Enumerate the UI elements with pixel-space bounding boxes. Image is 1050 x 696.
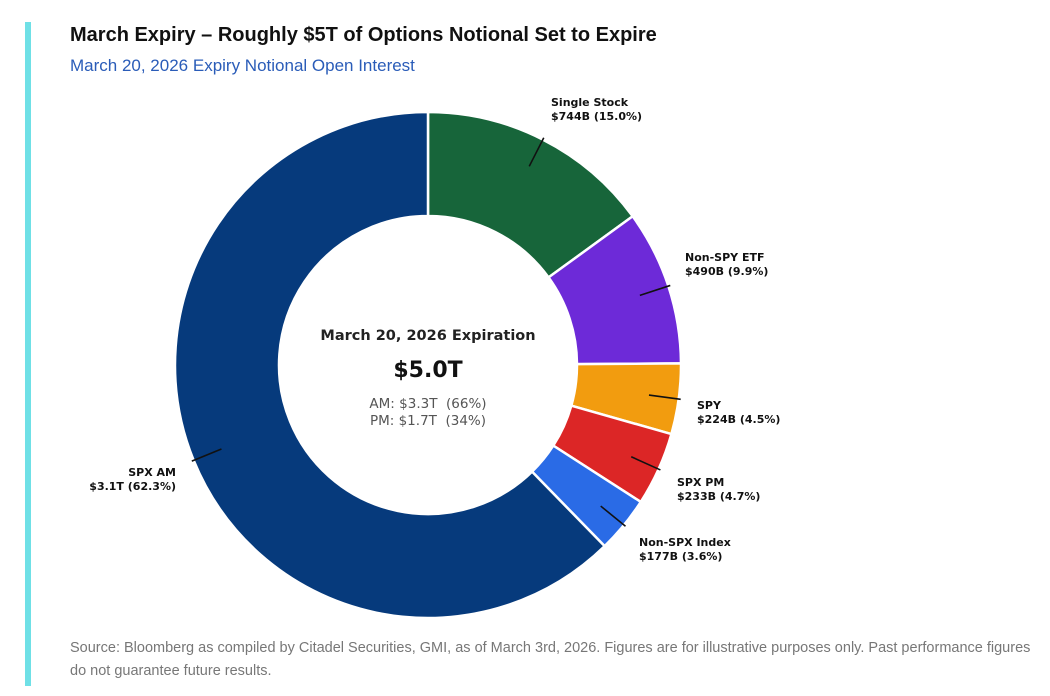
slice-name-label: SPX PM [677, 476, 724, 489]
center-am: AM: $3.3T (66%) [369, 396, 486, 412]
leader-line [648, 394, 681, 401]
slice-value-label: $224B (4.5%) [697, 413, 780, 426]
accent-bar [25, 22, 31, 686]
leader-line [528, 137, 545, 167]
chart-subtitle: March 20, 2026 Expiry Notional Open Inte… [70, 56, 415, 75]
slice-spx-am [173, 110, 607, 620]
leader-line [191, 448, 222, 462]
slice-name-label: SPX AM [128, 466, 176, 479]
leader-line [600, 505, 627, 527]
slice-value-label: $490B (9.9%) [685, 265, 768, 278]
slice-name-label: SPY [697, 399, 722, 412]
leader-line [639, 284, 671, 297]
slice-name-label: Non-SPY ETF [685, 251, 764, 264]
center-pm: PM: $1.7T (34%) [370, 413, 486, 429]
chart-title: March Expiry – Roughly $5T of Options No… [70, 24, 657, 46]
slice-value-label: $177B (3.6%) [639, 550, 722, 563]
center-heading: March 20, 2026 Expiration [320, 328, 535, 344]
center-total: $5.0T [393, 358, 462, 383]
slice-value-label: $3.1T (62.3%) [89, 480, 176, 493]
leader-line [630, 456, 661, 471]
slice-name-label: Single Stock [551, 96, 629, 109]
slice-value-label: $233B (4.7%) [677, 490, 760, 503]
slice-name-label: Non-SPX Index [639, 536, 731, 549]
footnote: Source: Bloomberg as compiled by Citadel… [70, 640, 1031, 679]
slice-value-label: $744B (15.0%) [551, 110, 642, 123]
